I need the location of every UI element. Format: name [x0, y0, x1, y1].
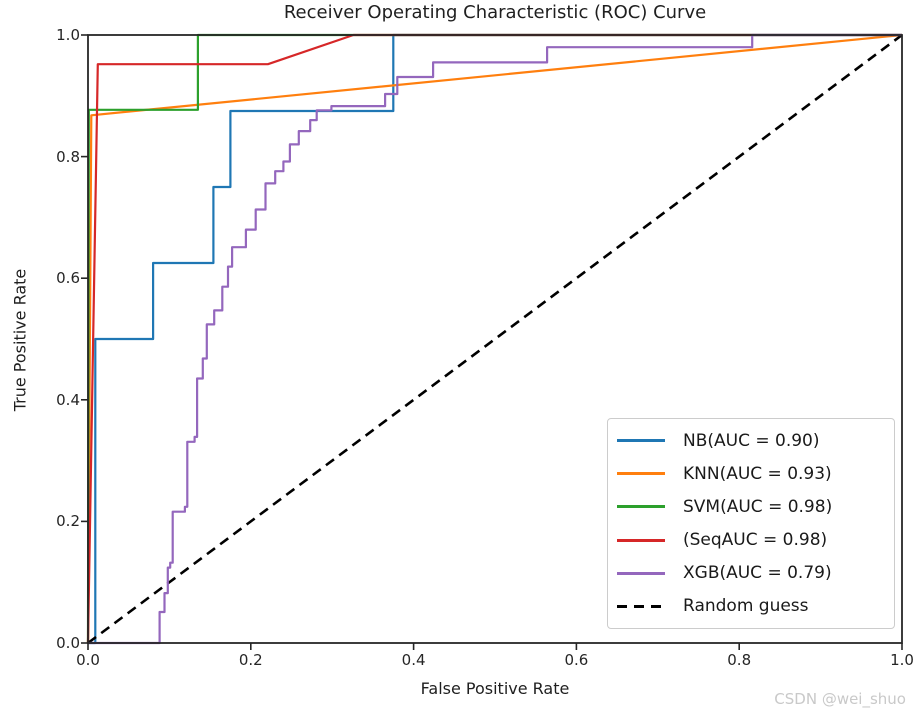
y-tick-label: 1.0	[56, 26, 80, 44]
series-line-nb	[88, 33, 902, 645]
x-tick-label: 0.4	[401, 651, 426, 669]
y-tick-label: 0.6	[56, 269, 80, 288]
x-axis-label: False Positive Rate	[420, 679, 570, 698]
legend-row-xgb: XGB(AUC = 0.79)	[608, 557, 894, 590]
legend-label-knn: KNN(AUC = 0.93)	[683, 463, 832, 484]
axes-frame	[87, 34, 903, 644]
y-tick-label: 0.2	[56, 512, 80, 531]
legend-line-sample-knn	[617, 472, 665, 476]
legend-row-random: Random guess	[608, 590, 894, 623]
y-tick-label: 0.8	[56, 147, 80, 166]
x-tick-label: 0.2	[238, 651, 263, 669]
legend-label-seq: (SeqAUC = 0.98)	[683, 530, 828, 551]
chart-title: Receiver Operating Characteristic (ROC) …	[283, 2, 707, 23]
y-tick-label: 0.0	[56, 634, 80, 652]
legend-row-nb: NB(AUC = 0.90)	[608, 424, 894, 457]
x-tick-label: 0.8	[727, 651, 752, 669]
x-tick-label: 0.6	[564, 651, 589, 669]
legend-label-random: Random guess	[683, 596, 809, 617]
legend-line-sample-seq	[617, 538, 665, 542]
legend-label-nb: NB(AUC = 0.90)	[683, 430, 820, 451]
legend-row-svm: SVM(AUC = 0.98)	[608, 490, 894, 523]
legend-line-sample-nb	[617, 439, 665, 443]
watermark: CSDN @wei_shuo	[774, 690, 906, 708]
legend-line-sample-xgb	[617, 571, 665, 575]
series-line-random	[87, 33, 903, 645]
y-axis-label: True Positive Rate	[10, 268, 30, 412]
legend-label-xgb: XGB(AUC = 0.79)	[683, 563, 832, 584]
legend-line-sample-random	[617, 604, 665, 608]
x-tick-label: 0.0	[76, 651, 100, 669]
legend-line-sample-svm	[617, 505, 665, 509]
legend: NB(AUC = 0.90) KNN(AUC = 0.93) SVM(AUC = 0…	[607, 418, 895, 629]
legend-label-svm: SVM(AUC = 0.98)	[683, 496, 833, 517]
x-tick-label: 1.0	[890, 651, 914, 669]
y-tick-label: 0.4	[56, 390, 80, 409]
legend-row-seq: (SeqAUC = 0.98)	[608, 524, 894, 557]
legend-row-knn: KNN(AUC = 0.93)	[608, 457, 894, 490]
series-line-xgb	[88, 33, 902, 645]
